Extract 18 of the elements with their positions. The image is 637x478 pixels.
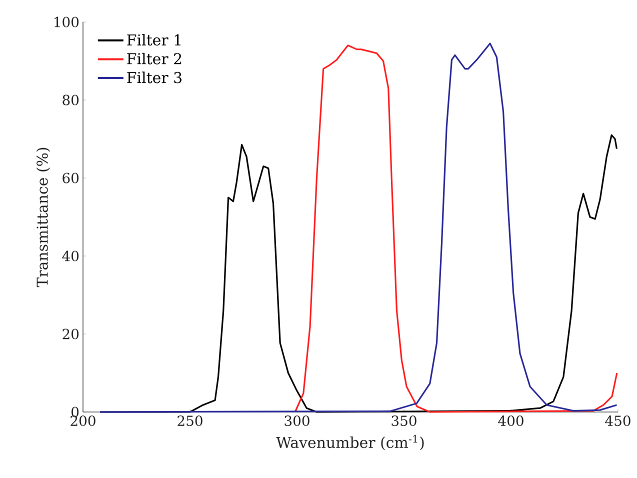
y-tick-label: 100: [54, 16, 79, 28]
legend-label: Filter 3: [127, 72, 182, 84]
x-axis-title: Wavenumber (cm$^{-1}$): [276, 434, 424, 450]
x-tick-label: 350: [392, 416, 416, 426]
y-tick-label: 0: [72, 406, 79, 418]
x-tick-label: 300: [284, 416, 310, 426]
legend-label: Filter 2: [127, 52, 182, 64]
y-axis-title: Transmittance (%): [36, 148, 50, 288]
x-tick-label: 200: [70, 416, 96, 426]
legend-label: Filter 1: [127, 34, 180, 46]
y-tick-label: 40: [62, 250, 79, 262]
line-series: [294, 44, 618, 413]
x-tick-label: 450: [605, 416, 630, 426]
y-tick-label: 60: [62, 172, 79, 184]
x-tick-label: 400: [498, 416, 524, 426]
x-tick-label: 250: [178, 416, 202, 426]
y-tick-label: 20: [62, 328, 79, 340]
y-tick-label: 80: [62, 94, 79, 106]
